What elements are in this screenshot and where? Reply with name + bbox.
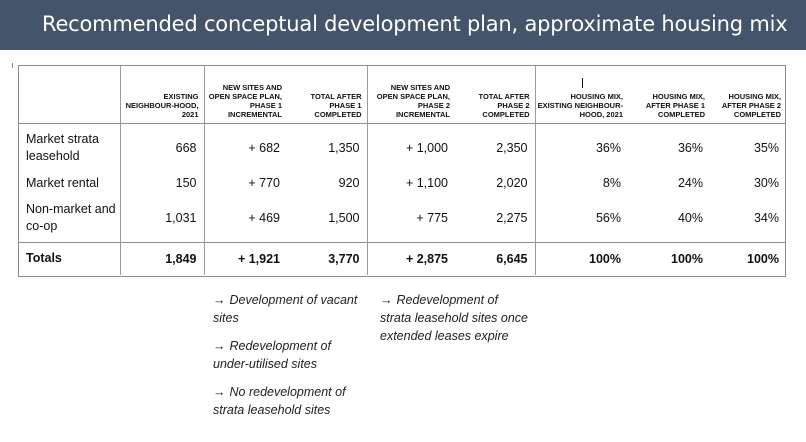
table-cell: + 1,100 — [405, 176, 448, 190]
table-row: Non-market and co-op 1,031 + 469 1,500 +… — [18, 194, 786, 242]
table-cell: 34% — [753, 210, 779, 225]
corner-tick — [12, 63, 13, 68]
table-cell: 36% — [595, 140, 621, 155]
table-cell: 40% — [677, 210, 703, 225]
header-cell-mix-phase2: HOUSING MIX, AFTER PHASE 2 COMPLETED — [710, 65, 786, 124]
note-item: → No redevelopment of strata leasehold si… — [213, 383, 363, 419]
header-cell-existing: EXISTING NEIGHBOUR-HOOD, 2021 — [120, 65, 205, 124]
row-label: Market strata leasehold — [18, 123, 121, 172]
note-item: → Development of vacant sites — [213, 291, 363, 327]
table-cell: 150 — [120, 172, 205, 194]
table-cell: + 469 — [248, 210, 280, 225]
table-row: Market strata leasehold 668 + 682 1,350 … — [18, 123, 786, 172]
table-cell: + 1,000 — [405, 140, 448, 155]
table-cell: 2,275 — [455, 194, 536, 242]
table-cell: 2,350 — [455, 123, 536, 172]
housing-mix-table: EXISTING NEIGHBOUR-HOOD, 2021 NEW SITES … — [18, 65, 786, 275]
arrow-icon: → — [213, 293, 226, 307]
totals-cell: 100% — [710, 241, 786, 275]
text-cursor — [582, 78, 583, 88]
table-cell: + 682 — [248, 140, 280, 155]
table-cell: 920 — [287, 172, 368, 194]
note-item: → Redevelopment of strata leasehold sites… — [380, 291, 530, 345]
note-text: No redevelopment of strata leasehold sit… — [213, 385, 346, 417]
table-cell: + 770 — [248, 176, 280, 190]
totals-row: Totals 1,849 + 1,921 3,770 + 2,875 6,645… — [18, 241, 786, 275]
table-cell: 1,031 — [120, 194, 205, 242]
slide-title: Recommended conceptual development plan,… — [42, 12, 788, 36]
totals-cell: 100% — [628, 241, 710, 275]
note-text: Redevelopment of strata leasehold sites … — [380, 293, 529, 343]
table-cell: 1,350 — [287, 123, 368, 172]
title-banner: Recommended conceptual development plan,… — [0, 0, 806, 50]
table-cell: + 775 — [416, 210, 448, 225]
table-row: Market rental 150 + 770 920 + 1,100 2,02… — [18, 172, 786, 194]
totals-label: Totals — [18, 241, 121, 275]
totals-cell: 6,645 — [455, 241, 536, 275]
header-row: EXISTING NEIGHBOUR-HOOD, 2021 NEW SITES … — [18, 65, 786, 124]
table-cell: 56% — [595, 210, 621, 225]
arrow-icon: → — [213, 385, 226, 399]
totals-cell: 1,849 — [120, 241, 205, 275]
table-cell: 2,020 — [455, 172, 536, 194]
note-text: Redevelopment of under-utilised sites — [213, 339, 331, 371]
totals-cell: + 1,921 — [204, 241, 287, 275]
table-cell: 1,500 — [287, 194, 368, 242]
row-label: Market rental — [18, 172, 121, 194]
header-cell-total-phase2: TOTAL AFTER PHASE 2 COMPLETED — [455, 65, 536, 124]
note-text: Development of vacant sites — [213, 293, 358, 325]
arrow-icon: → — [213, 339, 226, 353]
table-cell: 30% — [753, 176, 779, 190]
totals-cell: 100% — [535, 241, 628, 275]
table-cell: 35% — [753, 140, 779, 155]
table-cell: 668 — [120, 123, 205, 172]
header-cell-mix-phase1: HOUSING MIX, AFTER PHASE 1 COMPLETED — [628, 65, 710, 124]
totals-cell: + 2,875 — [367, 241, 455, 275]
table-cell: 36% — [677, 140, 703, 155]
header-cell-total-phase1: TOTAL AFTER PHASE 1 COMPLETED — [287, 65, 368, 124]
arrow-icon: → — [380, 293, 393, 307]
header-cell-mix-existing: HOUSING MIX, EXISTING NEIGHBOUR-HOOD, 20… — [535, 65, 628, 124]
header-cell-phase2-incremental: NEW SITES AND OPEN SPACE PLAN, PHASE 2 I… — [367, 65, 455, 124]
header-cell-blank — [18, 65, 121, 124]
phase2-notes: → Redevelopment of strata leasehold sites… — [380, 291, 530, 355]
table-cell: 24% — [677, 176, 703, 190]
row-label: Non-market and co-op — [18, 194, 121, 242]
phase1-notes: → Development of vacant sites → Redevelopm… — [213, 291, 363, 429]
table-cell: 8% — [602, 176, 621, 190]
totals-cell: 3,770 — [287, 241, 368, 275]
note-item: → Redevelopment of under-utilised sites — [213, 337, 363, 373]
header-cell-phase1-incremental: NEW SITES AND OPEN SPACE PLAN, PHASE 1 I… — [204, 65, 287, 124]
